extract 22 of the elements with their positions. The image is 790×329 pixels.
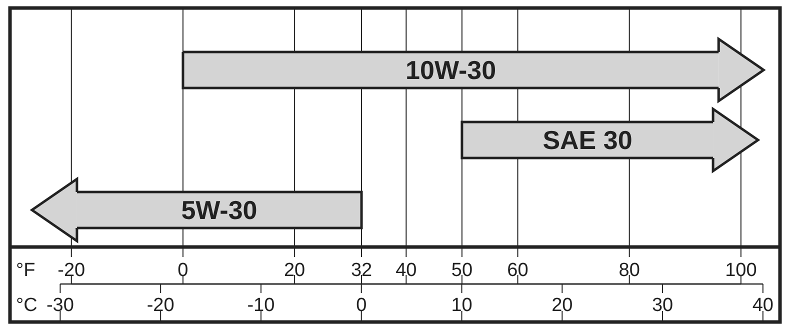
x2-tick-label: 0 <box>356 295 367 316</box>
x2-tick-label: -20 <box>146 295 174 316</box>
x2-tick-label: -30 <box>46 295 74 316</box>
x-tick-label: 60 <box>507 260 528 281</box>
x-tick-label: 40 <box>396 260 417 281</box>
x-axis-title: °F <box>16 260 36 281</box>
x2-tick-label: 30 <box>652 295 674 316</box>
x-tick-label: 50 <box>451 260 473 281</box>
x2-tick-label: 10 <box>451 295 472 316</box>
x-tick-label: 20 <box>284 260 306 281</box>
x-tick-label: 100 <box>725 260 757 281</box>
x2-axis-title: °C <box>16 295 38 316</box>
x-tick-label: 80 <box>618 260 640 281</box>
x2-tick-label: 40 <box>752 295 774 316</box>
y-tick-label: 5W-30 <box>181 195 258 225</box>
x-tick-label: 0 <box>178 260 188 281</box>
x-tick-label: 32 <box>350 260 372 281</box>
y-tick-label: SAE 30 <box>542 125 632 155</box>
x2-tick-label: -10 <box>247 295 275 316</box>
y-tick-label: 10W-30 <box>406 55 496 85</box>
x-tick-label: -20 <box>58 260 86 281</box>
x2-tick-label: 20 <box>552 295 573 316</box>
